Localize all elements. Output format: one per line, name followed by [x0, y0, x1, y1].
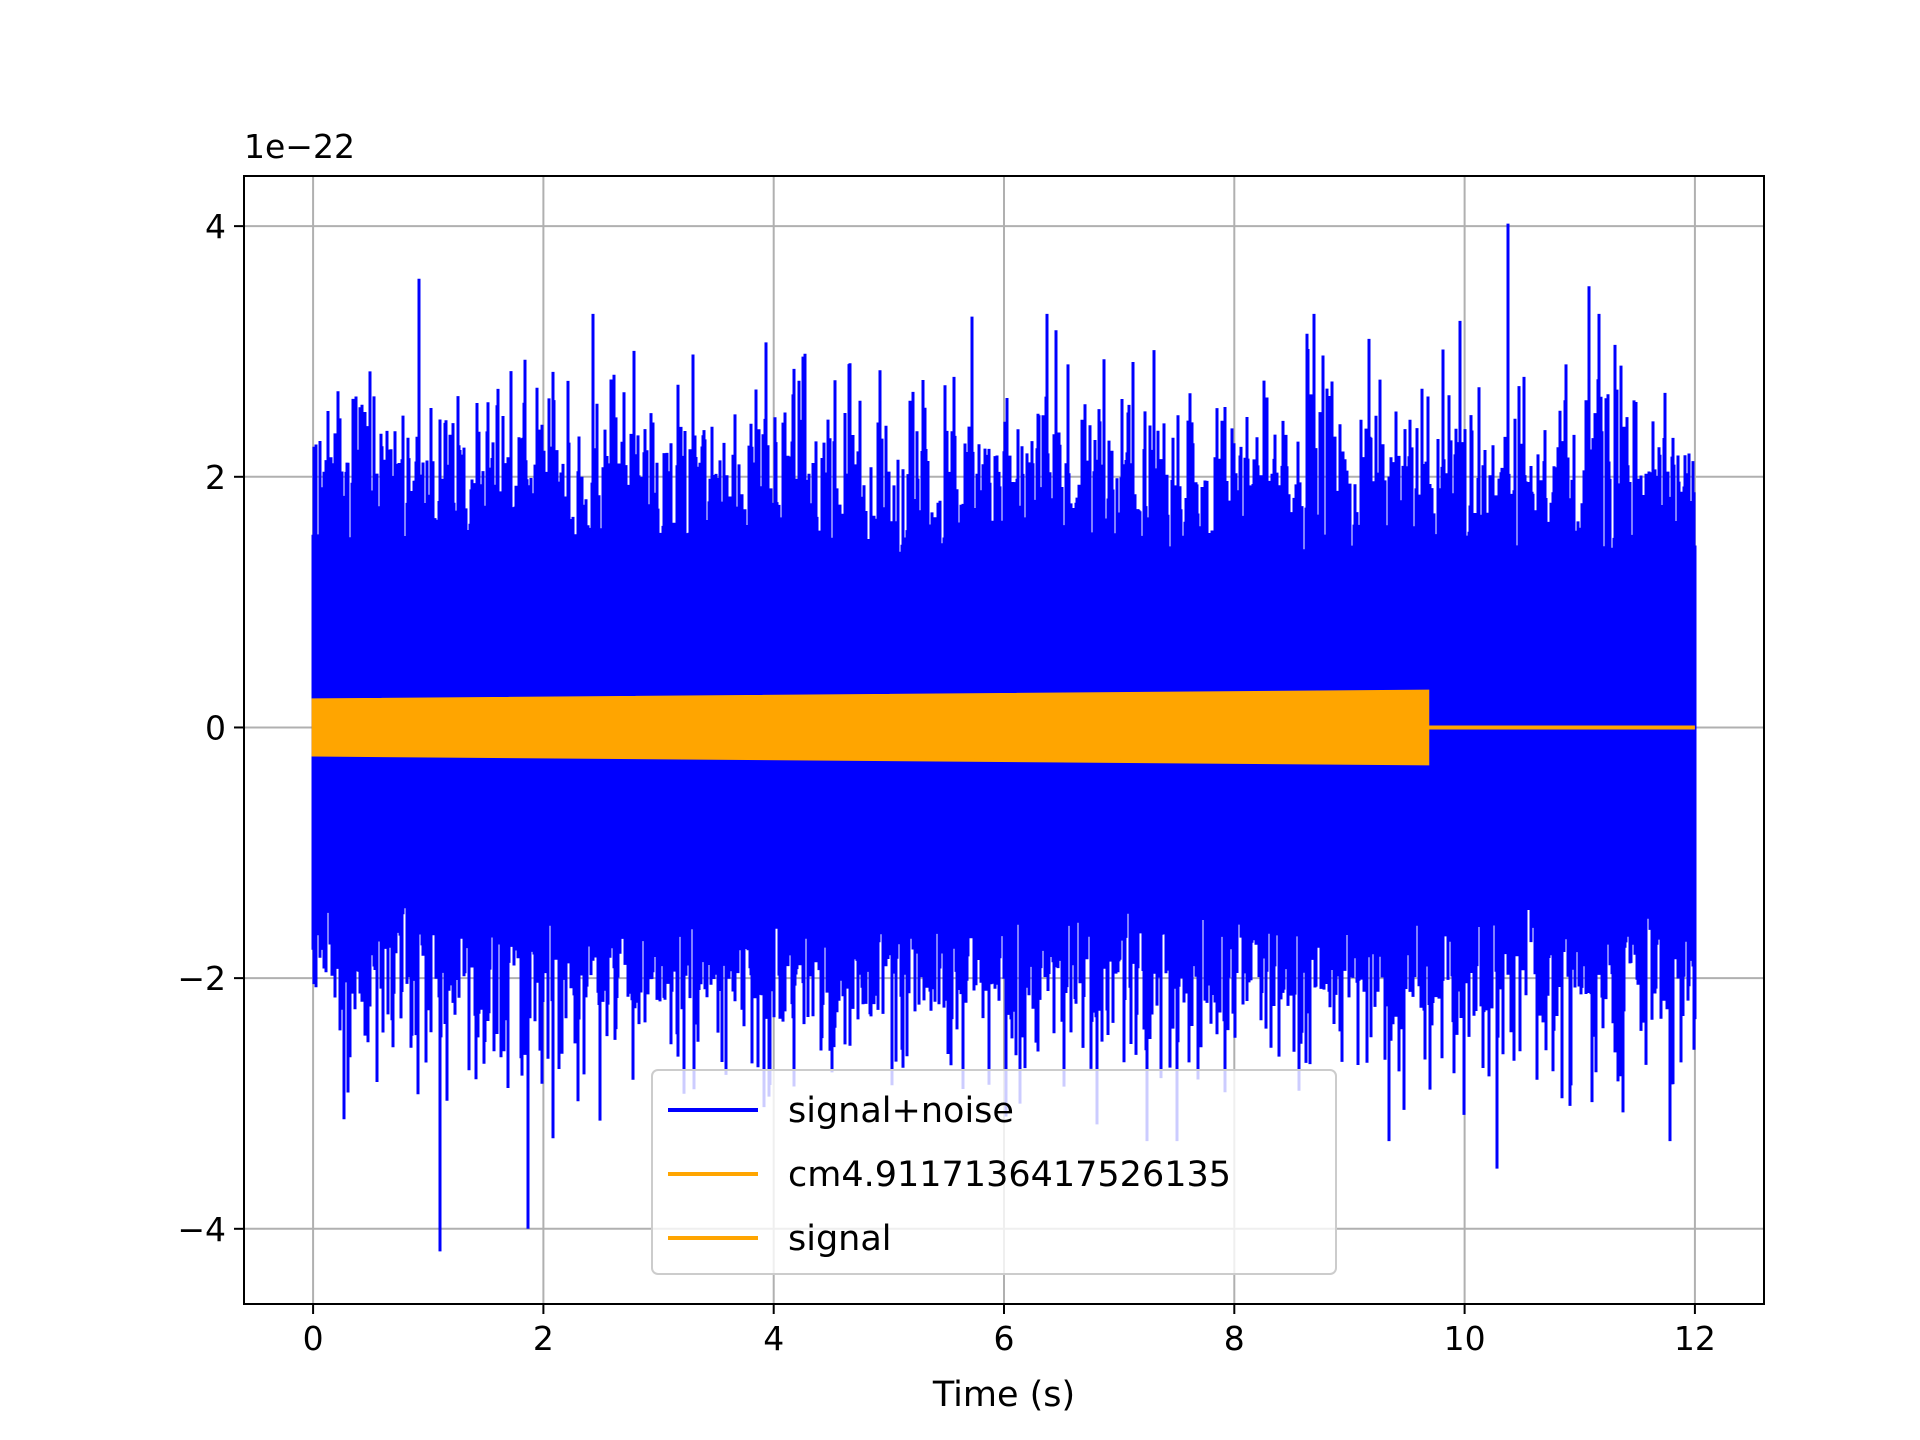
y-tick-label: 0: [205, 708, 226, 747]
series-layer: [311, 223, 1697, 1252]
x-tick-label: 2: [533, 1319, 554, 1358]
y-tick-label: 4: [205, 207, 226, 246]
y-tick-label: −2: [177, 959, 226, 998]
legend-entry-label: signal+noise: [788, 1091, 1014, 1131]
y-tick-label: 2: [205, 458, 226, 497]
series-signal-band: [311, 689, 1430, 766]
x-tick-label: 8: [1224, 1319, 1245, 1358]
y-tick-label: −4: [177, 1210, 226, 1249]
x-tick-label: 10: [1444, 1319, 1486, 1358]
x-tick-label: 12: [1674, 1319, 1716, 1358]
y-offset-label: 1e−22: [244, 127, 355, 166]
ticks: 0 2 4 6 8 10 12 −4 −2 0 2 4: [177, 207, 1716, 1358]
legend-entry-label: cm4.9117136417526135: [788, 1155, 1231, 1195]
legend-entry-label: signal: [788, 1219, 892, 1259]
x-tick-label: 4: [763, 1319, 784, 1358]
x-tick-label: 6: [994, 1319, 1015, 1358]
legend-box: [651, 1069, 1337, 1275]
x-axis-label: Time (s): [932, 1375, 1075, 1415]
x-tick-label: 0: [303, 1319, 324, 1358]
legend: signal+noise cm4.9117136417526135 signal: [651, 1069, 1337, 1275]
